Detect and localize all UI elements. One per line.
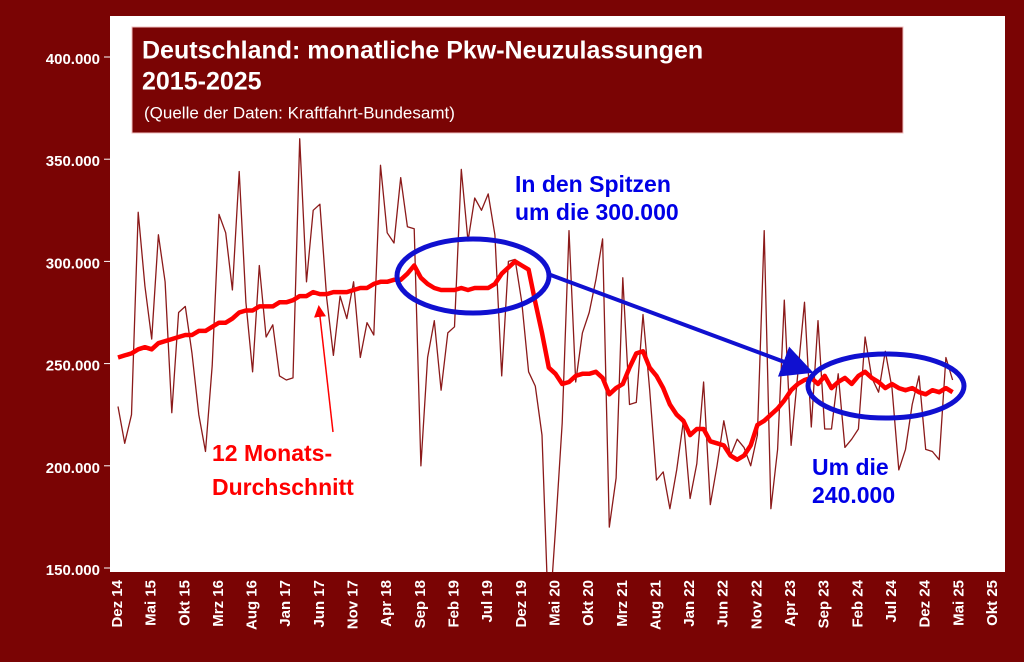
x-tick-label: Okt 25 (984, 580, 1001, 626)
x-tick-label: Jun 22 (715, 580, 732, 628)
x-tick-label: Feb 24 (849, 579, 866, 627)
y-tick-label: 350.000 (46, 153, 100, 170)
x-tick-label: Mrz 21 (614, 580, 631, 627)
x-tick-label: Sep 23 (816, 580, 833, 628)
x-tick-label: Jul 24 (883, 579, 900, 622)
y-tick-label: 250.000 (46, 358, 100, 375)
annotation: In den Spitzen (515, 171, 671, 197)
x-tick-label: Jan 17 (277, 580, 294, 627)
highlight-ellipse (805, 351, 967, 421)
x-tick-label: Mrz 16 (210, 580, 227, 627)
arrow (314, 305, 334, 433)
x-tick-label: Aug 21 (647, 580, 664, 630)
x-tick-label: Jul 19 (479, 580, 496, 623)
x-tick-label: Sep 18 (412, 580, 429, 628)
annotation: Um die (812, 454, 889, 480)
x-tick-label: Feb 19 (446, 580, 463, 628)
x-tick-label: Apr 23 (782, 580, 799, 627)
series-line (117, 259, 954, 462)
x-tick-label: Mai 25 (950, 580, 967, 626)
x-tick-label: Dez 14 (109, 579, 126, 627)
x-tick-label: Okt 20 (580, 580, 597, 626)
title-box (131, 26, 904, 134)
x-tick-label: Mai 15 (143, 580, 160, 626)
x-tick-label: Nov 17 (345, 580, 362, 629)
x-tick-label: Jun 17 (311, 580, 328, 628)
arrow (547, 272, 814, 377)
annotation: 240.000 (812, 482, 895, 508)
y-tick-label: 400.000 (46, 51, 100, 68)
x-tick-label: Nov 22 (748, 580, 765, 629)
x-tick-label: Okt 15 (176, 580, 193, 626)
x-tick-label: Apr 18 (378, 580, 395, 627)
annotation: 12 Monats- (212, 440, 332, 466)
x-tick-label: Jan 22 (681, 580, 698, 627)
series-line (117, 138, 954, 572)
chart-subtitle: (Quelle der Daten: Kraftfahrt-Bundesamt) (144, 103, 455, 122)
y-tick-label: 200.000 (46, 460, 100, 477)
x-tick-label: Dez 19 (513, 580, 530, 628)
annotation: um die 300.000 (515, 199, 679, 225)
x-tick-label: Dez 24 (917, 579, 934, 627)
x-tick-label: Aug 16 (244, 580, 261, 630)
x-tick-label: Mai 20 (546, 580, 563, 626)
y-tick-label: 300.000 (46, 255, 100, 272)
chart-title: 2015-2025 (142, 68, 262, 96)
y-tick-label: 150.000 (46, 562, 100, 579)
annotation: Durchschnitt (212, 474, 354, 500)
chart-title: Deutschland: monatliche Pkw-Neuzulassung… (142, 37, 703, 65)
